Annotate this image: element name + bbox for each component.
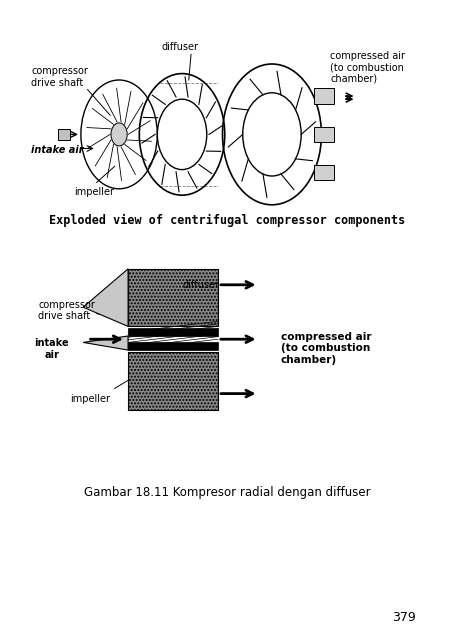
- Polygon shape: [83, 336, 128, 350]
- Text: diffuser: diffuser: [182, 280, 219, 290]
- Text: compressed air
(to combustion
chamber): compressed air (to combustion chamber): [331, 51, 405, 84]
- Text: 379: 379: [392, 611, 416, 624]
- Bar: [128, 269, 218, 326]
- Circle shape: [111, 123, 127, 146]
- Bar: [128, 328, 218, 336]
- Text: impeller: impeller: [69, 394, 109, 404]
- Bar: [59, 129, 69, 140]
- Text: diffuser: diffuser: [161, 42, 198, 52]
- Text: compressor
drive shaft: compressor drive shaft: [31, 66, 88, 88]
- Text: compressor
drive shaft: compressor drive shaft: [38, 300, 95, 321]
- Text: intake air: intake air: [31, 145, 84, 156]
- Text: intake
air: intake air: [35, 338, 69, 360]
- Bar: [314, 127, 334, 142]
- Text: compressed air
(to combustion
chamber): compressed air (to combustion chamber): [281, 332, 371, 365]
- Text: Gambar 18.11 Kompresor radial dengan diffuser: Gambar 18.11 Kompresor radial dengan dif…: [84, 486, 370, 499]
- Polygon shape: [83, 269, 128, 326]
- Bar: [314, 165, 334, 180]
- Bar: [314, 88, 334, 104]
- Bar: [128, 352, 218, 410]
- Bar: [128, 342, 218, 350]
- Text: Exploded view of centrifugal compressor components: Exploded view of centrifugal compressor …: [49, 214, 405, 227]
- Text: impeller: impeller: [74, 187, 114, 197]
